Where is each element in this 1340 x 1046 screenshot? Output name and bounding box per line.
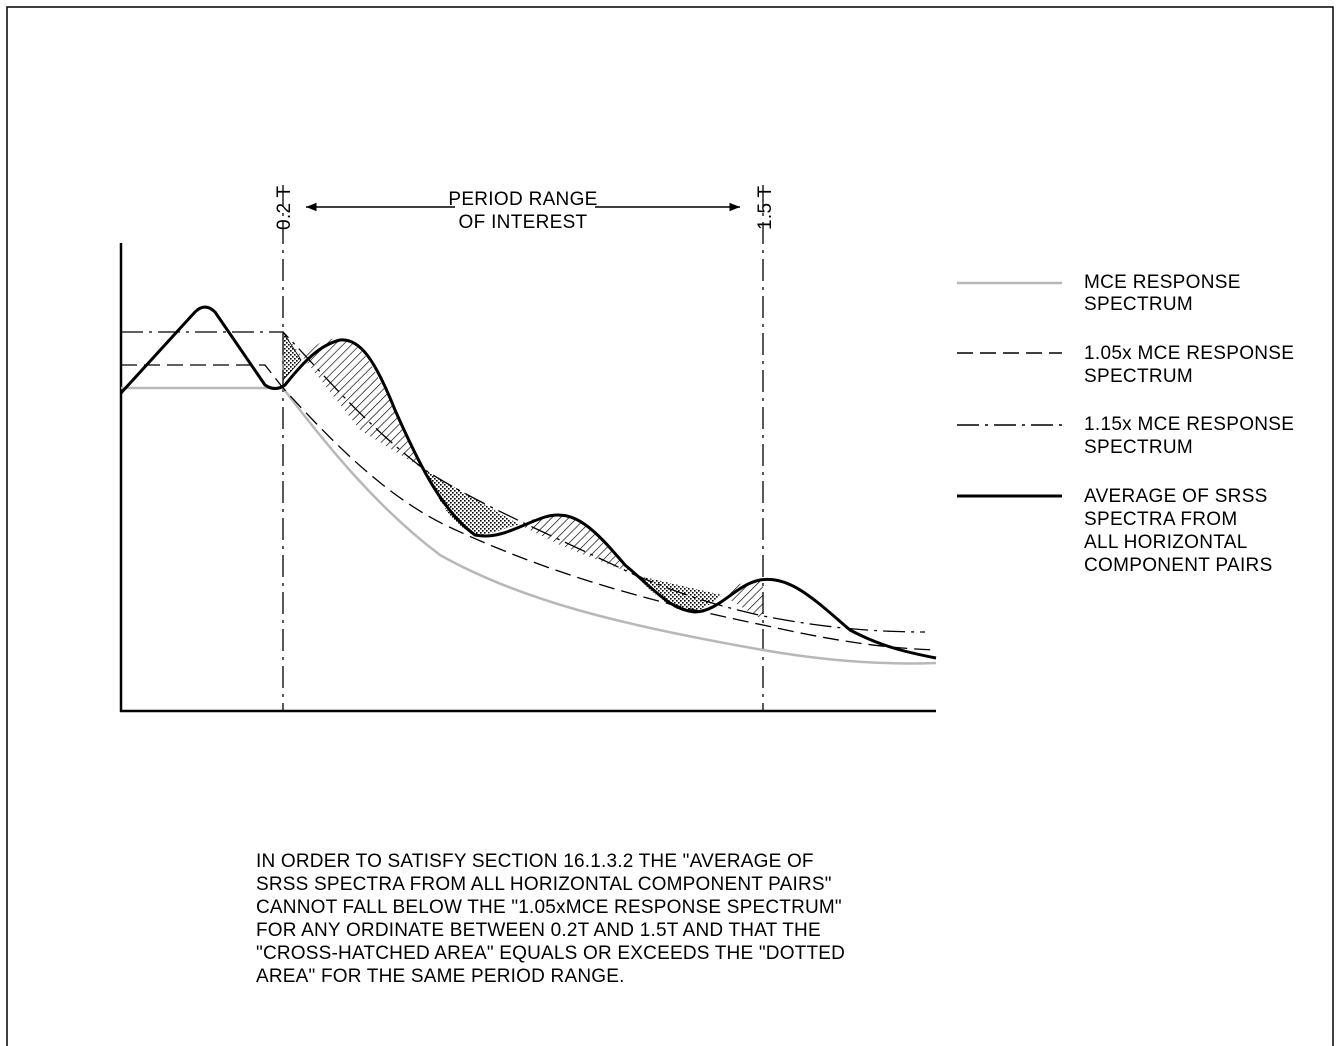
cross-hatched-area (283, 332, 425, 470)
axes (119, 243, 936, 713)
mce-115-spectrum-line (121, 331, 926, 633)
right-period-marker: 1.5 T (755, 185, 776, 230)
legend-label: AVERAGE OF SRSS (1084, 486, 1268, 507)
note-line: IN ORDER TO SATISFY SECTION 16.1.3.2 THE… (256, 851, 814, 872)
legend-label: 1.15x MCE RESPONSE (1084, 414, 1294, 435)
note-line: SRSS SPECTRA FROM ALL HORIZONTAL COMPONE… (256, 874, 832, 895)
legend-label: ALL HORIZONTAL (1084, 532, 1248, 553)
srss-average-line (119, 305, 937, 660)
period-range-label-line2: OF INTEREST (459, 212, 588, 233)
legend: MCE RESPONSE SPECTRUM 1.05x MCE RESPONSE… (957, 272, 1294, 576)
note-line: FOR ANY ORDINATE BETWEEN 0.2T AND 1.5T A… (256, 920, 821, 941)
legend-label: SPECTRUM (1084, 366, 1193, 387)
legend-label: MCE RESPONSE (1084, 272, 1241, 293)
note-line: "CROSS-HATCHED AREA" EQUALS OR EXCEEDS T… (256, 943, 845, 964)
dotted-area (425, 470, 520, 535)
drawing-border (6, 6, 1334, 1046)
cross-hatched-area (520, 514, 635, 575)
left-period-marker: 0.2 T (274, 185, 295, 230)
note-line: CANNOT FALL BELOW THE "1.05xMCE RESPONSE… (256, 897, 842, 918)
period-range-annotation: 0.2 T 1.5 T PERIOD RANGE OF INTEREST (274, 185, 776, 233)
note-line: AREA" FOR THE SAME PERIOD RANGE. (256, 966, 625, 987)
dotted-area (282, 330, 302, 382)
legend-label: SPECTRUM (1084, 437, 1193, 458)
shaded-areas (282, 330, 763, 620)
period-range-label-line1: PERIOD RANGE (448, 189, 597, 210)
cross-hatched-area (722, 580, 763, 620)
legend-label: COMPONENT PAIRS (1084, 555, 1273, 576)
legend-label: 1.05x MCE RESPONSE (1084, 343, 1294, 364)
mce-spectrum-line (121, 386, 937, 665)
mce-105-spectrum-line (121, 364, 937, 651)
legend-label: SPECTRUM (1084, 294, 1193, 315)
explanatory-note: IN ORDER TO SATISFY SECTION 16.1.3.2 THE… (256, 851, 845, 987)
legend-label: SPECTRA FROM (1084, 509, 1238, 530)
dotted-area (635, 575, 722, 612)
